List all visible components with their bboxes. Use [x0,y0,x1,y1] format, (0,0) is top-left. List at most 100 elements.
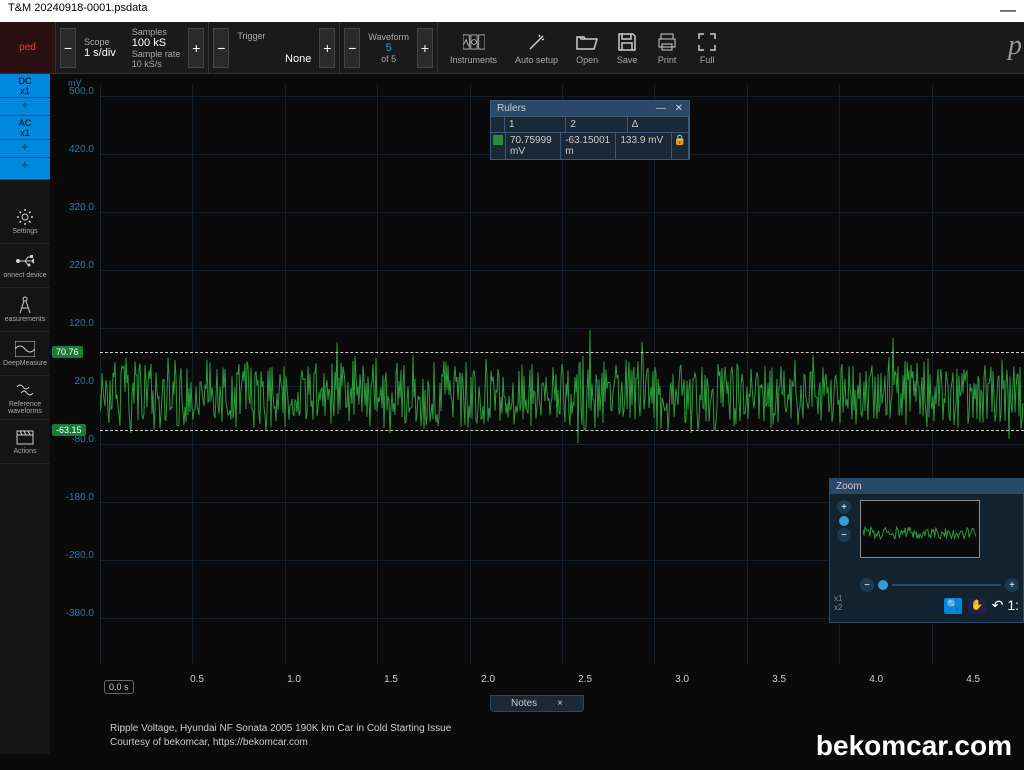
channel-color-icon [493,135,503,145]
zoom-v-minus-button[interactable]: − [837,528,851,542]
x-tick: 3.0 [675,674,689,685]
rulers-value-1: 70.75999 mV [506,133,561,159]
rulers-value-2: -63.15001 m [561,133,616,159]
wave-icon [15,340,35,358]
wand-icon [526,31,548,53]
waveform-minus-button[interactable]: − [344,28,360,68]
rulers-lock-icon[interactable]: 🔒 [672,133,689,159]
fullscreen-button[interactable]: Full [696,31,718,65]
scope-display: mV 500.0420.0320.0220.0120.020.0-80.0-18… [50,74,1024,754]
scope-plus-button[interactable]: + [188,28,204,68]
usb-icon [15,252,35,270]
x-axis: 0.0 s 0.51.01.52.02.53.03.54.04.5 [100,674,1024,694]
footer-caption: Ripple Voltage, Hyundai NF Sonata 2005 1… [110,722,451,750]
samples-value: 100 kS [132,37,181,49]
waveform-plus-button[interactable]: + [417,28,433,68]
trigger-value: None [237,53,311,65]
y-tick: 120.0 [69,318,94,329]
trigger-minus-button[interactable]: − [213,28,229,68]
rulers-header-2: 2 [566,117,627,132]
zoom-pan-button[interactable]: ✋ [968,598,986,614]
rate-label: Sample rate [132,49,181,59]
zoom-overview[interactable] [860,500,980,558]
rulers-value-delta: 133.9 mV [616,133,671,159]
y-tick: -380.0 [66,608,94,619]
ruler-1-badge[interactable]: 70.76 [52,346,83,358]
rulers-panel-title: Rulers [497,103,526,114]
connect-device-button[interactable]: onnect device [0,244,50,288]
folder-open-icon [576,31,598,53]
rulers-minimize-icon[interactable]: — [656,103,666,114]
print-button[interactable]: Print [656,31,678,65]
autosetup-button[interactable]: Auto setup [515,31,558,65]
y-tick: -280.0 [66,550,94,561]
channel-add-button[interactable]: + [0,158,50,180]
stopped-indicator[interactable]: ped [0,22,56,73]
zoom-v-plus-button[interactable]: + [837,500,851,514]
y-tick: -180.0 [66,492,94,503]
notes-close-icon[interactable]: × [557,698,563,709]
scope-minus-button[interactable]: − [60,28,76,68]
open-button[interactable]: Open [576,31,598,65]
x-tick: 4.0 [869,674,883,685]
fullscreen-icon [696,31,718,53]
x-tick: 3.5 [772,674,786,685]
instruments-button[interactable]: Instruments [450,31,497,65]
notes-tab[interactable]: Notes × [490,695,584,712]
x-tick: 0.5 [190,674,204,685]
ruler-2-badge[interactable]: -63.15 [52,424,86,436]
waveform-value: 5 [368,42,409,54]
pico-logo: p [1008,30,1022,62]
y-tick: 420.0 [69,144,94,155]
zoom-v-slider[interactable] [839,516,849,526]
refwave-icon [16,381,34,399]
waveform-label: Waveform [368,32,409,42]
rate-value: 10 kS/s [132,59,181,69]
zoom-panel[interactable]: Zoom + − − + x1 x2 🔍 ✋ ↶ 1: [829,478,1024,623]
clapperboard-icon [16,428,34,446]
reference-waveforms-button[interactable]: Reference waveforms [0,376,50,420]
gear-icon [16,208,34,226]
save-icon [616,31,638,53]
x-tick: 1.5 [384,674,398,685]
deepmeasure-button[interactable]: DeepMeasure [0,332,50,376]
waveform-of: of 5 [368,54,409,64]
measurements-button[interactable]: easurements [0,288,50,332]
scope-value: 1 s/div [84,47,116,59]
rulers-close-icon[interactable]: ✕ [675,103,683,114]
actions-button[interactable]: Actions [0,420,50,464]
sidebar: DC x1 + AC x1 + + Settings onnect device… [0,74,50,754]
y-tick: 20.0 [75,376,94,387]
zoom-undo-button[interactable]: ↶ 1: [992,597,1019,614]
zoom-search-button[interactable]: 🔍 [944,598,962,614]
rulers-header-delta: Δ [628,117,689,132]
x-tick: 2.5 [578,674,592,685]
save-button[interactable]: Save [616,31,638,65]
y-tick: 220.0 [69,260,94,271]
samples-label: Samples [132,27,181,37]
watermark: bekomcar.com [816,730,1012,762]
zoom-h-minus-button[interactable]: − [860,578,874,592]
ruler-line-2[interactable] [100,430,1024,431]
main-toolbar: ped − Scope 1 s/div Samples 100 kS Sampl… [0,22,1024,74]
x-axis-start: 0.0 s [104,680,134,694]
channel-ac-plus[interactable]: + [0,140,50,158]
instruments-icon [463,31,485,53]
zoom-h-slider[interactable] [878,580,888,590]
print-icon [656,31,678,53]
window-title: T&M 20240918-0001.psdata [8,2,147,20]
minimize-icon[interactable]: — [1000,2,1016,20]
rulers-panel[interactable]: Rulers — ✕ 1 2 Δ 70.75999 mV -63.15001 m… [490,100,690,160]
scope-label: Scope [84,37,116,47]
zoom-h-plus-button[interactable]: + [1005,578,1019,592]
trigger-plus-button[interactable]: + [319,28,335,68]
channel-ac-button[interactable]: AC x1 [0,116,50,140]
ruler-line-1[interactable] [100,352,1024,353]
settings-button[interactable]: Settings [0,200,50,244]
channel-dc-button[interactable]: DC x1 [0,74,50,98]
channel-dc-plus[interactable]: + [0,98,50,116]
y-tick: 320.0 [69,202,94,213]
x-tick: 2.0 [481,674,495,685]
x-tick: 1.0 [287,674,301,685]
compass-icon [17,296,33,314]
